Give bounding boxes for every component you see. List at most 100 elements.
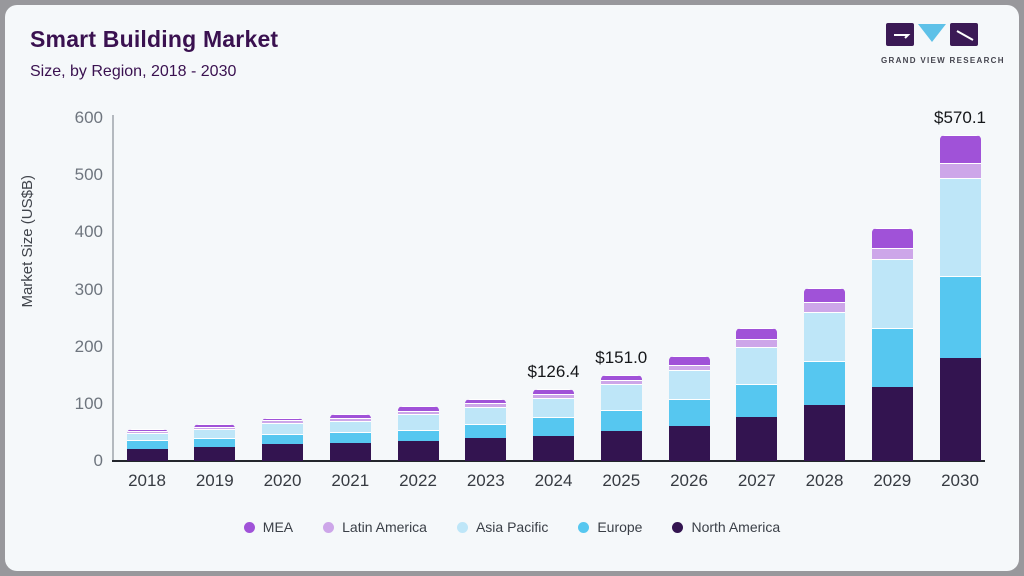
legend-dot-latin-america — [323, 521, 335, 533]
bar-2029 — [871, 228, 913, 461]
bar-segment-mea — [939, 135, 981, 164]
legend-label-mea: MEA — [262, 519, 294, 535]
bar-segment-north-america — [533, 435, 574, 461]
x-axis-line — [112, 460, 985, 462]
bar-segment-europe — [668, 398, 710, 427]
bar-2025 — [600, 374, 642, 461]
x-tick-2021: 2021 — [331, 471, 370, 490]
x-tick-2024: 2024 — [534, 471, 573, 490]
bar-segment-asia-pacific — [262, 422, 303, 435]
bar-segment-asia-pacific — [397, 413, 439, 430]
gvr-logo-mark — [886, 23, 978, 46]
bar-segment-mea — [329, 413, 371, 418]
y-tick-600: 600 — [74, 108, 103, 127]
legend-item-north-america: North America — [672, 519, 780, 535]
bar-segment-north-america — [126, 449, 168, 461]
chart-title: Smart Building Market — [30, 26, 279, 52]
bar-value-label-2030: $570.1 — [934, 108, 986, 128]
x-tick-2029: 2029 — [873, 471, 912, 490]
bar-segment-asia-pacific — [736, 346, 778, 384]
x-tick-2018: 2018 — [128, 471, 166, 490]
x-tick-2022: 2022 — [399, 471, 437, 490]
bar-segment-mea — [262, 417, 303, 421]
bar-segment-latin-america — [668, 364, 710, 371]
bar-2024 — [533, 388, 574, 461]
y-tick-200: 200 — [74, 336, 103, 356]
x-tick-2019: 2019 — [195, 471, 234, 490]
y-tick-300: 300 — [74, 279, 103, 299]
plot-area: $126.4 $151.0 $570.1 — [112, 108, 990, 461]
bar-segment-europe — [600, 410, 642, 432]
bar-2028 — [804, 288, 845, 461]
x-tick-2020: 2020 — [263, 471, 302, 490]
bar-2030 — [939, 135, 981, 461]
bar-segment-north-america — [397, 441, 439, 461]
bar-2027 — [736, 328, 778, 461]
bar-segment-north-america — [194, 447, 236, 461]
legend-item-mea: MEA — [243, 519, 294, 535]
bar-segment-asia-pacific — [194, 429, 236, 439]
bar-segment-north-america — [465, 438, 507, 461]
legend-dot-north-america — [672, 521, 684, 533]
bar-2022 — [397, 406, 439, 461]
x-tick-2027: 2027 — [737, 471, 776, 490]
legend-label-latin-america: Latin America — [342, 519, 427, 535]
bar-segment-mea — [871, 228, 913, 248]
bar-2019 — [194, 423, 236, 461]
bar-segment-mea — [533, 388, 574, 395]
bar-segment-europe — [736, 383, 778, 417]
x-tick-2023: 2023 — [466, 471, 505, 490]
y-tick-400: 400 — [74, 222, 103, 242]
bar-segment-mea — [126, 429, 168, 432]
bar-2023 — [465, 399, 507, 461]
bar-segment-mea — [397, 406, 439, 411]
x-tick-2025: 2025 — [602, 471, 641, 490]
legend-item-asia-pacific: Asia Pacific — [456, 519, 548, 535]
bar-2021 — [329, 413, 371, 461]
bar-value-label-2024: $126.4 — [527, 361, 580, 381]
bar-segment-north-america — [668, 426, 710, 461]
bar-segment-europe — [329, 431, 371, 443]
bar-segment-north-america — [262, 444, 303, 461]
bar-segment-europe — [397, 429, 439, 441]
gvr-logo: GRAND VIEW RESEARCH — [881, 23, 1005, 65]
bar-segment-europe — [262, 434, 303, 445]
bar-segment-latin-america — [194, 426, 236, 429]
y-tick-500: 500 — [74, 165, 103, 185]
bar-segment-asia-pacific — [533, 397, 574, 417]
legend: MEA Latin America Asia Pacific Europe North … — [5, 519, 1019, 535]
bar-segment-mea — [465, 399, 507, 404]
chart-card: Smart Building Market Size, by Region, 2… — [5, 5, 1019, 571]
legend-dot-europe — [578, 521, 590, 533]
bar-segment-latin-america — [262, 420, 303, 423]
bar-segment-mea — [804, 288, 845, 303]
bar-segment-asia-pacific — [804, 311, 845, 361]
bar-segment-latin-america — [329, 417, 371, 421]
bar-segment-asia-pacific — [329, 421, 371, 432]
gvr-logo-text: GRAND VIEW RESEARCH — [881, 56, 1005, 65]
bar-segment-latin-america — [736, 338, 778, 347]
bar-2020 — [262, 417, 303, 461]
y-axis-line — [112, 115, 114, 461]
bar-segment-latin-america — [397, 410, 439, 414]
legend-label-europe: Europe — [597, 519, 643, 535]
bar-segment-latin-america — [871, 247, 913, 259]
bar-2018 — [126, 429, 168, 461]
bar-segment-europe — [194, 438, 236, 448]
bar-segment-latin-america — [939, 163, 981, 179]
bar-segment-mea — [600, 374, 642, 381]
bar-segment-asia-pacific — [465, 406, 507, 424]
legend-item-latin-america: Latin America — [323, 519, 427, 535]
bar-segment-latin-america — [465, 403, 507, 407]
bar-segment-north-america — [871, 387, 913, 461]
y-axis-title: Market Size (US$B) — [19, 175, 36, 308]
bar-value-label-2025: $151.0 — [595, 347, 648, 367]
bar-segment-asia-pacific — [600, 384, 642, 411]
bar-segment-latin-america — [533, 394, 574, 398]
bar-segment-north-america — [329, 442, 371, 461]
bar-segment-latin-america — [126, 431, 168, 434]
bar-segment-europe — [804, 360, 845, 405]
bar-segment-mea — [194, 423, 236, 427]
bar-2026 — [668, 355, 710, 461]
x-tick-2026: 2026 — [670, 471, 708, 490]
